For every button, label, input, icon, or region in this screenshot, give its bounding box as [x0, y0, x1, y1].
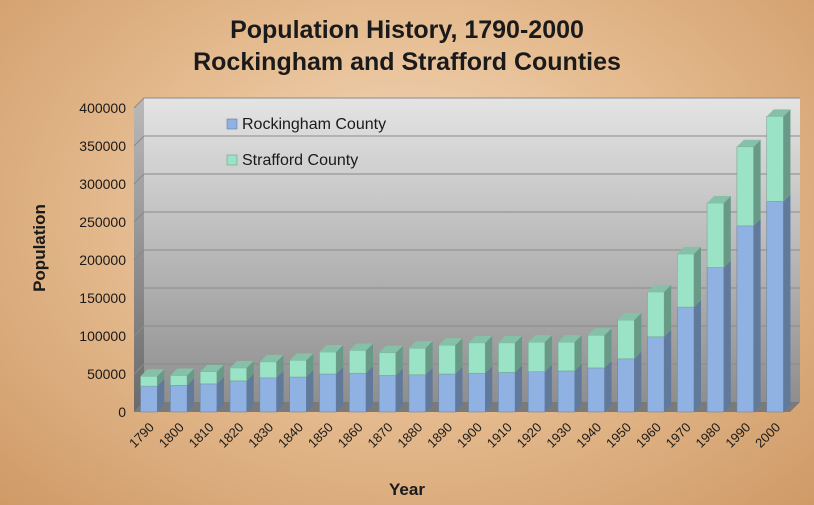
x-tick-label: 1910: [484, 420, 515, 451]
y-axis-label: Population: [30, 204, 49, 292]
legend: Rockingham County Strafford County: [226, 116, 386, 169]
x-tick-label: 1880: [394, 420, 425, 451]
y-tick-label: 50000: [87, 366, 126, 382]
bar-strafford: [617, 313, 642, 360]
x-tick-label: 1930: [543, 420, 574, 451]
bar-strafford: [408, 341, 433, 376]
bar-rockingham: [587, 360, 612, 413]
x-tick-label: 1960: [633, 420, 664, 451]
x-tick-label: 1900: [454, 420, 485, 451]
bar-rockingham: [438, 367, 463, 413]
x-tick-label: 1790: [126, 420, 157, 451]
bar-strafford: [557, 335, 582, 372]
bar-strafford: [170, 368, 195, 386]
x-tick-label: 1830: [245, 420, 276, 451]
x-tick-label: 1950: [603, 420, 634, 451]
y-tick-label: 150000: [79, 290, 126, 306]
bar-strafford: [676, 246, 701, 308]
gridline: [133, 325, 800, 337]
bar-rockingham: [736, 218, 761, 413]
x-tick-label: 1820: [215, 420, 246, 451]
bar-strafford: [140, 369, 165, 387]
bar-rockingham: [498, 365, 523, 413]
gridline: [133, 135, 800, 147]
x-tick-label: 1810: [186, 420, 217, 451]
bar-strafford: [647, 284, 672, 338]
y-tick-label: 200000: [79, 252, 126, 268]
x-tick-label: 1990: [722, 420, 753, 451]
y-tick-label: 400000: [79, 100, 126, 116]
bar-strafford: [468, 335, 493, 374]
bar-strafford: [259, 354, 284, 379]
bar-rockingham: [468, 366, 493, 413]
x-tick-label: 1860: [335, 420, 366, 451]
bar-rockingham: [170, 378, 195, 413]
legend-swatch: [226, 118, 238, 130]
y-tick-label: 0: [118, 404, 126, 420]
bar-rockingham: [527, 364, 552, 413]
x-tick-label: 1920: [514, 420, 545, 451]
bar-strafford: [438, 338, 463, 375]
bar-strafford: [706, 196, 731, 268]
bar-rockingham: [378, 368, 403, 413]
bar-rockingham: [557, 363, 582, 413]
legend-label: Strafford County: [242, 152, 358, 169]
bar-strafford: [199, 364, 224, 385]
bar-strafford: [378, 345, 403, 376]
bar-strafford: [766, 109, 791, 202]
x-tick-label: 1890: [424, 420, 455, 451]
x-tick-label: 1970: [663, 420, 694, 451]
legend-label: Rockingham County: [242, 116, 386, 133]
x-tick-label: 1940: [573, 420, 604, 451]
bar-rockingham: [647, 329, 672, 413]
bar-rockingham: [229, 373, 254, 413]
x-tick-label: 2000: [752, 420, 783, 451]
bar-strafford: [319, 344, 344, 375]
gridline: [133, 173, 800, 185]
bar-strafford: [527, 335, 552, 373]
x-tick-label: 1840: [275, 420, 306, 451]
gridline: [133, 249, 800, 261]
chart-title: Population History, 1790-2000: [230, 16, 584, 44]
bar-rockingham: [348, 366, 373, 413]
chart-subtitle: Rockingham and Strafford Counties: [193, 48, 621, 76]
gridline: [133, 211, 800, 223]
y-tick-label: 300000: [79, 176, 126, 192]
y-tick-label: 100000: [79, 328, 126, 344]
bar-rockingham: [259, 370, 284, 413]
bar-rockingham: [766, 194, 791, 413]
y-tick-label: 350000: [79, 138, 126, 154]
gridline: [133, 97, 800, 109]
x-tick-label: 1870: [365, 420, 396, 451]
legend-swatch: [226, 154, 238, 166]
x-tick-label: 1980: [693, 420, 724, 451]
bar-strafford: [498, 335, 523, 373]
x-tick-label: 1800: [156, 420, 187, 451]
bar-strafford: [348, 343, 373, 374]
gridline: [133, 287, 800, 299]
bar-strafford: [289, 353, 314, 378]
bar-rockingham: [319, 367, 344, 413]
bar-rockingham: [706, 260, 731, 413]
bar-strafford: [587, 328, 612, 369]
bar-rockingham: [676, 300, 701, 413]
x-tick-label: 1850: [305, 420, 336, 451]
x-axis-label: Year: [389, 480, 425, 499]
y-tick-label: 250000: [79, 214, 126, 230]
bar-strafford: [229, 360, 254, 382]
bar-strafford: [736, 139, 761, 227]
bar-rockingham: [617, 351, 642, 413]
